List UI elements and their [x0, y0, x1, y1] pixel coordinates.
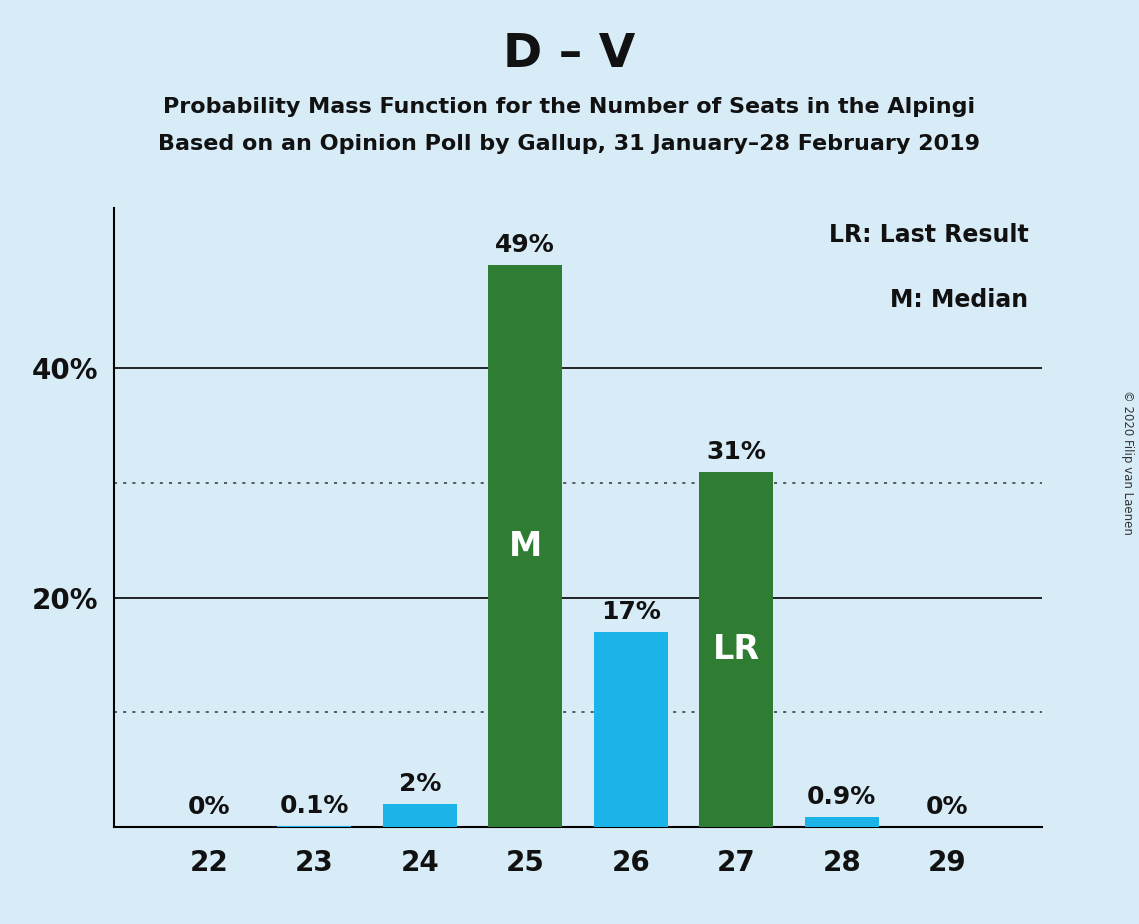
Text: LR: Last Result: LR: Last Result — [828, 224, 1029, 248]
Text: 31%: 31% — [706, 440, 767, 464]
Text: 0.1%: 0.1% — [280, 794, 349, 818]
Text: 49%: 49% — [495, 233, 555, 257]
Bar — [489, 265, 563, 827]
Text: 2%: 2% — [399, 772, 441, 796]
Bar — [593, 632, 667, 827]
Text: Probability Mass Function for the Number of Seats in the Alpingi: Probability Mass Function for the Number… — [163, 97, 976, 117]
Text: Based on an Opinion Poll by Gallup, 31 January–28 February 2019: Based on an Opinion Poll by Gallup, 31 J… — [158, 134, 981, 154]
Text: 0%: 0% — [926, 795, 968, 819]
Bar — [383, 804, 457, 827]
Bar — [278, 826, 351, 827]
Text: 0.9%: 0.9% — [808, 784, 876, 808]
Text: M: M — [509, 529, 542, 563]
Text: LR: LR — [713, 633, 760, 666]
Text: D – V: D – V — [503, 32, 636, 78]
Bar — [805, 817, 878, 827]
Text: © 2020 Filip van Laenen: © 2020 Filip van Laenen — [1121, 390, 1134, 534]
Text: M: Median: M: Median — [891, 288, 1029, 312]
Text: 0%: 0% — [188, 795, 230, 819]
Bar — [699, 471, 773, 827]
Text: 17%: 17% — [601, 600, 661, 624]
